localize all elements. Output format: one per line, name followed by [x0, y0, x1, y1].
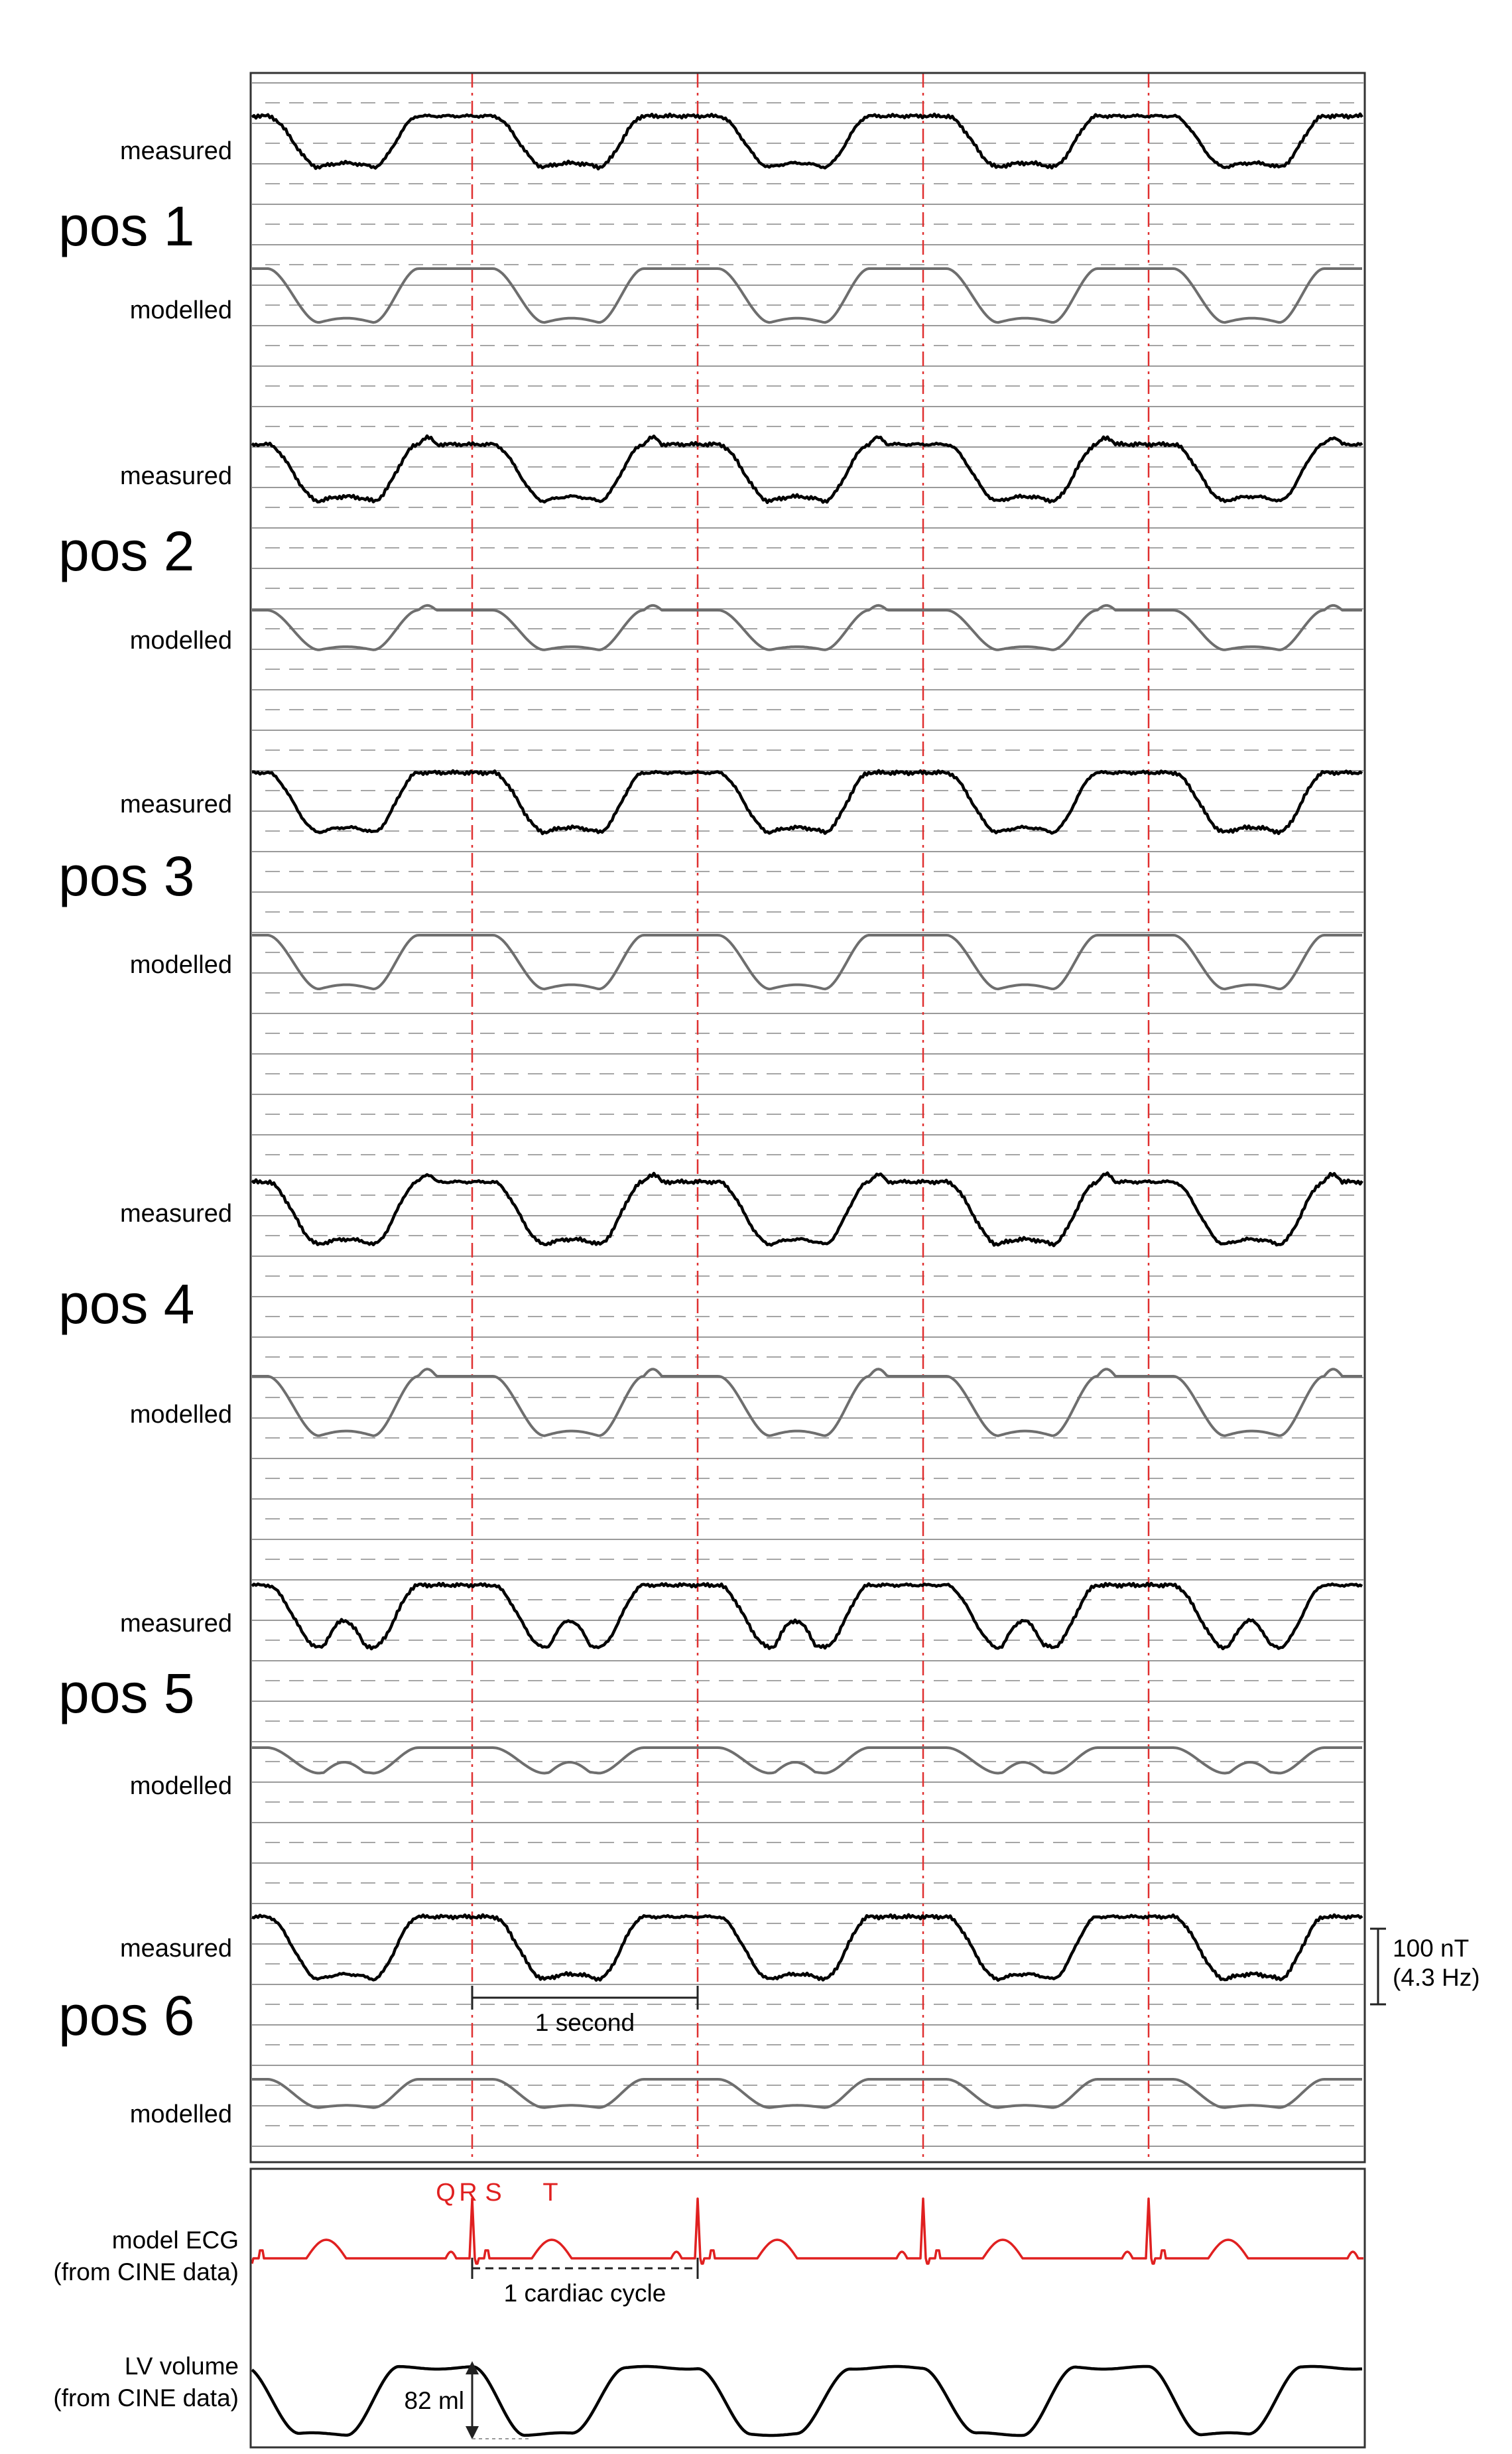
measured-trace [251, 1913, 1363, 1982]
modelled-trace [252, 267, 1362, 324]
labels: pos 1 measured modelled pos 2 measured modell… [53, 137, 558, 2412]
position-label: pos 4 [58, 1273, 195, 1335]
ecg-wave-letter: S [485, 2179, 501, 2207]
traces [251, 112, 1363, 2437]
measured-row-label: measured [120, 1935, 232, 1963]
modelled-row-label: modelled [130, 627, 232, 655]
position-label: pos 5 [58, 1662, 195, 1724]
ecg-wave-letter: Q [436, 2179, 456, 2207]
measured-row-label: measured [120, 1610, 232, 1638]
ecg-label: model ECG [112, 2227, 239, 2254]
r-peak-markers [471, 73, 1150, 2162]
modelled-trace [252, 1368, 1362, 1437]
lv-volume-sublabel: (from CINE data) [53, 2384, 239, 2412]
position-label: pos 6 [58, 1984, 195, 2047]
modelled-trace [252, 604, 1362, 651]
time-scale-bar: 1 second [471, 1986, 699, 2036]
modelled-trace [252, 934, 1362, 991]
position-label: pos 2 [58, 520, 195, 582]
ecg-wave-letter: R [459, 2179, 477, 2207]
ecg-sublabel: (from CINE data) [53, 2258, 239, 2286]
bottom-plot-frame [249, 2167, 1366, 2449]
modelled-row-label: modelled [130, 1772, 232, 1800]
measured-row-label: measured [120, 137, 232, 165]
position-label: pos 3 [58, 845, 195, 907]
lv-volume-trace [251, 2364, 1363, 2437]
measured-row-label: measured [120, 791, 232, 818]
main-plot-frame [249, 72, 1366, 2163]
time-scale-label: 1 second [535, 2009, 635, 2036]
measured-trace [251, 1581, 1363, 1651]
lv-amplitude-label: 82 ml [405, 2387, 464, 2414]
modelled-trace [252, 1746, 1362, 1775]
modelled-trace [252, 2078, 1362, 2109]
measured-row-label: measured [120, 1200, 232, 1228]
modelled-row-label: modelled [130, 951, 232, 979]
amplitude-scale-sublabel: (4.3 Hz) [1393, 1964, 1480, 1991]
position-label: pos 1 [58, 195, 195, 257]
lv-amplitude-marker: 82 ml [405, 2361, 531, 2439]
modelled-row-label: modelled [130, 296, 232, 324]
measured-trace [251, 434, 1363, 505]
measured-trace [251, 1171, 1363, 1248]
lv-volume-label: LV volume [125, 2353, 239, 2380]
ecg-trace [251, 2197, 1363, 2265]
measured-trace [251, 769, 1363, 836]
modelled-row-label: modelled [130, 1401, 232, 1429]
amplitude-scale-label: 100 nT [1393, 1935, 1469, 1962]
modelled-row-label: modelled [130, 2100, 232, 2128]
cardiac-cycle-label: 1 cardiac cycle [504, 2280, 666, 2307]
ecg-wave-letter: T [542, 2179, 558, 2207]
measured-trace [251, 112, 1363, 170]
cardiac-cycle-bar: 1 cardiac cycle [471, 2258, 699, 2307]
gridlines [252, 82, 1363, 2147]
measured-row-label: measured [120, 462, 232, 490]
amplitude-scale-bar: 100 nT (4.3 Hz) [1370, 1927, 1480, 2006]
